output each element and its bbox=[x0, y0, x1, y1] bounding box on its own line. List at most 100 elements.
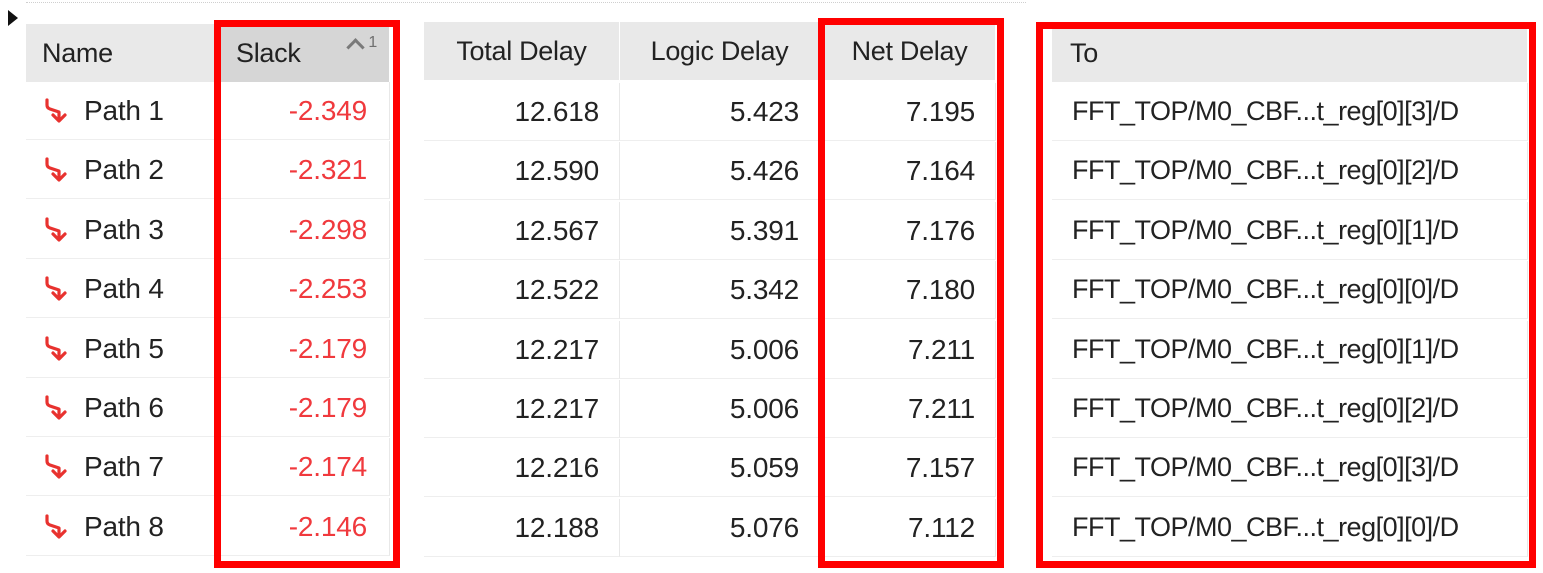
table-row-slack-value: -2.179 bbox=[288, 391, 367, 423]
table-row-slack-value: -2.349 bbox=[288, 94, 367, 126]
table-row-logic-delay[interactable]: 5.076 bbox=[620, 499, 820, 557]
table-row-total-delay[interactable]: 12.522 bbox=[424, 261, 620, 319]
table-row-logic-delay[interactable]: 5.342 bbox=[620, 261, 820, 319]
table-row-name[interactable]: Path 5 bbox=[26, 320, 220, 378]
table-row-net-delay[interactable]: 7.112 bbox=[824, 499, 996, 557]
table-row-slack[interactable]: -2.321 bbox=[220, 141, 390, 199]
table-row-name[interactable]: Path 8 bbox=[26, 498, 220, 556]
path-name: Path 3 bbox=[84, 213, 164, 245]
path-name: Path 2 bbox=[84, 153, 164, 185]
table-row-slack[interactable]: -2.253 bbox=[220, 260, 390, 318]
table-row-to[interactable]: FFT_TOP/M0_CBF...t_reg[0][3]/D bbox=[1052, 83, 1528, 141]
table-row-to[interactable]: FFT_TOP/M0_CBF...t_reg[0][2]/D bbox=[1052, 380, 1528, 438]
table-row-slack-value: -2.253 bbox=[288, 272, 367, 304]
table-row-logic-delay[interactable]: 5.391 bbox=[620, 202, 820, 260]
table-row-slack[interactable]: -2.349 bbox=[220, 82, 390, 140]
table-row-slack[interactable]: -2.298 bbox=[220, 201, 390, 259]
table-row-total-delay[interactable]: 12.217 bbox=[424, 321, 620, 379]
column-header-slack-label: Slack bbox=[236, 37, 301, 68]
column-header-total-delay[interactable]: Total Delay bbox=[424, 22, 620, 80]
column-header-net-delay[interactable]: Net Delay bbox=[824, 22, 996, 80]
table-row-name[interactable]: Path 3 bbox=[26, 201, 220, 259]
table-row-logic-delay[interactable]: 5.006 bbox=[620, 380, 820, 438]
table-row-net-delay[interactable]: 7.180 bbox=[824, 261, 996, 319]
table-row-total-delay-value: 12.590 bbox=[514, 154, 600, 186]
table-row-to[interactable]: FFT_TOP/M0_CBF...t_reg[0][3]/D bbox=[1052, 439, 1528, 497]
table-row-net-delay-value: 7.211 bbox=[908, 333, 975, 365]
table-row-to[interactable]: FFT_TOP/M0_CBF...t_reg[0][1]/D bbox=[1052, 202, 1528, 260]
table-row-total-delay[interactable]: 12.618 bbox=[424, 83, 620, 141]
column-header-slack[interactable]: Slack 1 bbox=[220, 24, 390, 82]
table-row-slack-value: -2.321 bbox=[288, 153, 367, 185]
table-row-net-delay[interactable]: 7.211 bbox=[824, 380, 996, 438]
table-row-to-value: FFT_TOP/M0_CBF...t_reg[0][2]/D bbox=[1072, 393, 1459, 423]
expand-triangle-icon[interactable] bbox=[8, 10, 18, 26]
timing-path-icon bbox=[45, 513, 67, 539]
table-row-name[interactable]: Path 7 bbox=[26, 438, 220, 496]
table-row-name[interactable]: Path 6 bbox=[26, 379, 220, 437]
table-row-to[interactable]: FFT_TOP/M0_CBF...t_reg[0][2]/D bbox=[1052, 142, 1528, 200]
path-name: Path 8 bbox=[84, 510, 164, 542]
table-row-to[interactable]: FFT_TOP/M0_CBF...t_reg[0][0]/D bbox=[1052, 499, 1528, 557]
table-row-logic-delay-value: 5.059 bbox=[729, 451, 799, 483]
table-row-logic-delay[interactable]: 5.426 bbox=[620, 142, 820, 200]
table-row-to-value: FFT_TOP/M0_CBF...t_reg[0][0]/D bbox=[1072, 274, 1459, 304]
table-row-name[interactable]: Path 4 bbox=[26, 260, 220, 318]
timing-path-icon bbox=[45, 156, 67, 182]
table-row-total-delay-value: 12.217 bbox=[514, 392, 600, 424]
table-row-slack[interactable]: -2.179 bbox=[220, 379, 390, 437]
table-row-to-value: FFT_TOP/M0_CBF...t_reg[0][1]/D bbox=[1072, 334, 1459, 364]
table-row-slack[interactable]: -2.146 bbox=[220, 498, 390, 556]
table-row-total-delay[interactable]: 12.590 bbox=[424, 142, 620, 200]
timing-path-icon bbox=[45, 394, 67, 420]
table-row-total-delay[interactable]: 12.217 bbox=[424, 380, 620, 438]
table-row-logic-delay[interactable]: 5.059 bbox=[620, 439, 820, 497]
table-row-net-delay-value: 7.112 bbox=[908, 511, 975, 543]
column-header-logic-delay[interactable]: Logic Delay bbox=[620, 22, 820, 80]
table-row-total-delay[interactable]: 12.216 bbox=[424, 439, 620, 497]
table-row-total-delay-value: 12.216 bbox=[514, 451, 600, 483]
table-row-net-delay[interactable]: 7.157 bbox=[824, 439, 996, 497]
table-row-total-delay-value: 12.217 bbox=[514, 333, 600, 365]
table-row-to-value: FFT_TOP/M0_CBF...t_reg[0][3]/D bbox=[1072, 96, 1459, 126]
path-name: Path 7 bbox=[84, 450, 164, 482]
timing-path-icon bbox=[45, 216, 67, 242]
timing-path-icon bbox=[45, 335, 67, 361]
column-header-to[interactable]: To bbox=[1052, 24, 1528, 82]
tree-guide-line bbox=[26, 2, 1026, 3]
timing-path-icon bbox=[45, 275, 67, 301]
sort-indicator: 1 bbox=[347, 34, 377, 52]
column-header-name[interactable]: Name bbox=[26, 24, 220, 82]
table-row-total-delay-value: 12.188 bbox=[514, 511, 600, 543]
table-row-to[interactable]: FFT_TOP/M0_CBF...t_reg[0][1]/D bbox=[1052, 321, 1528, 379]
path-name: Path 6 bbox=[84, 391, 164, 423]
table-row-net-delay-value: 7.176 bbox=[905, 214, 975, 246]
table-row-to[interactable]: FFT_TOP/M0_CBF...t_reg[0][0]/D bbox=[1052, 261, 1528, 319]
table-row-total-delay-value: 12.567 bbox=[514, 214, 600, 246]
table-row-logic-delay-value: 5.006 bbox=[729, 392, 799, 424]
timing-path-icon bbox=[45, 453, 67, 479]
table-row-name[interactable]: Path 1 bbox=[26, 82, 220, 140]
table-row-to-value: FFT_TOP/M0_CBF...t_reg[0][3]/D bbox=[1072, 452, 1459, 482]
table-row-slack[interactable]: -2.179 bbox=[220, 320, 390, 378]
path-name: Path 1 bbox=[84, 94, 164, 126]
table-row-slack-value: -2.174 bbox=[288, 450, 367, 482]
table-row-net-delay[interactable]: 7.164 bbox=[824, 142, 996, 200]
table-row-net-delay[interactable]: 7.195 bbox=[824, 83, 996, 141]
table-row-logic-delay[interactable]: 5.423 bbox=[620, 83, 820, 141]
table-row-net-delay[interactable]: 7.211 bbox=[824, 321, 996, 379]
table-row-net-delay-value: 7.157 bbox=[905, 451, 975, 483]
table-row-total-delay[interactable]: 12.567 bbox=[424, 202, 620, 260]
table-row-net-delay-value: 7.195 bbox=[905, 95, 975, 127]
table-row-to-value: FFT_TOP/M0_CBF...t_reg[0][2]/D bbox=[1072, 155, 1459, 185]
table-row-name[interactable]: Path 2 bbox=[26, 141, 220, 199]
timing-path-icon bbox=[45, 97, 67, 123]
table-row-logic-delay-value: 5.391 bbox=[729, 214, 799, 246]
table-row-net-delay-value: 7.164 bbox=[905, 154, 975, 186]
table-row-total-delay[interactable]: 12.188 bbox=[424, 499, 620, 557]
table-row-logic-delay-value: 5.423 bbox=[729, 95, 799, 127]
table-row-slack[interactable]: -2.174 bbox=[220, 438, 390, 496]
table-row-net-delay-value: 7.180 bbox=[905, 273, 975, 305]
table-row-net-delay[interactable]: 7.176 bbox=[824, 202, 996, 260]
table-row-logic-delay[interactable]: 5.006 bbox=[620, 321, 820, 379]
